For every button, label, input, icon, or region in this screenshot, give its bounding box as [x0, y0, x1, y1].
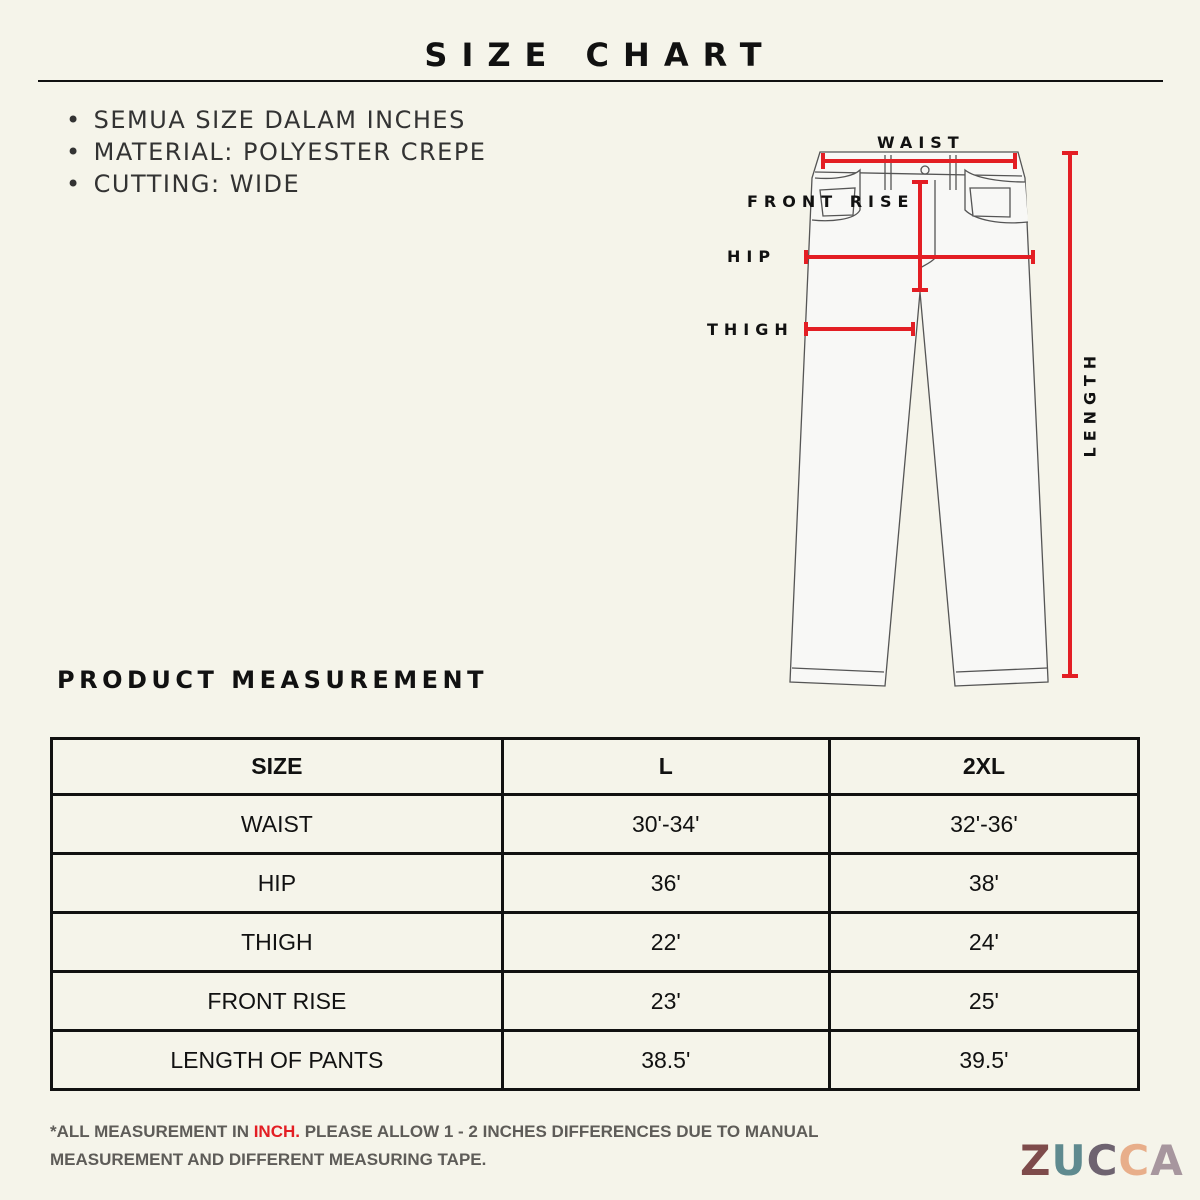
table-row: THIGH 22' 24': [50, 911, 1141, 973]
table-header-row: SIZE L 2XL: [50, 737, 1141, 796]
front-rise-label: FRONT RISE: [747, 192, 915, 211]
table-cell: 38': [827, 852, 1141, 914]
header-cell: SIZE: [50, 737, 504, 796]
page-title: SIZE CHART: [424, 36, 776, 74]
table-row: LENGTH OF PANTS 38.5' 39.5': [50, 1029, 1141, 1091]
table-cell: FRONT RISE: [50, 970, 504, 1032]
table-cell: 24': [827, 911, 1141, 973]
table-cell: 32'-36': [827, 793, 1141, 855]
measure-markers: [804, 151, 1078, 678]
logo-letter: U: [1051, 1136, 1087, 1185]
length-label: LENGTH: [1080, 349, 1100, 458]
table-cell: 25': [827, 970, 1141, 1032]
table-cell: HIP: [50, 852, 504, 914]
table-row: FRONT RISE 23' 25': [50, 970, 1141, 1032]
list-item: CUTTING: WIDE: [66, 168, 486, 200]
list-item: SEMUA SIZE DALAM INCHES: [66, 104, 486, 136]
brand-logo: ZUCCA: [1020, 1136, 1184, 1185]
section-title: PRODUCT MEASUREMENT: [57, 666, 488, 694]
note-text: PLEASE ALLOW 1 - 2 INCHES DIFFERENCES DU…: [50, 1122, 819, 1169]
waist-label: WAIST: [877, 133, 965, 152]
table-cell: 23': [500, 970, 831, 1032]
disclaimer-note: *ALL MEASUREMENT IN INCH. PLEASE ALLOW 1…: [50, 1118, 850, 1174]
logo-letter: C: [1118, 1136, 1151, 1185]
logo-letter: A: [1150, 1136, 1184, 1185]
pants-diagram: [789, 151, 1078, 687]
thigh-label: THIGH: [707, 320, 794, 339]
divider: [38, 80, 1163, 82]
pants-illustration: [789, 151, 1049, 687]
table-cell: LENGTH OF PANTS: [50, 1029, 504, 1091]
list-item: MATERIAL: POLYESTER CREPE: [66, 136, 486, 168]
table-cell: 22': [500, 911, 831, 973]
table-cell: WAIST: [50, 793, 504, 855]
table-cell: 39.5': [827, 1029, 1141, 1091]
table-row: HIP 36' 38': [50, 852, 1141, 914]
note-text: *ALL MEASUREMENT IN: [50, 1122, 254, 1141]
table-row: WAIST 30'-34' 32'-36': [50, 793, 1141, 855]
logo-letter: Z: [1020, 1136, 1052, 1185]
info-list: SEMUA SIZE DALAM INCHES MATERIAL: POLYES…: [66, 104, 486, 200]
header-cell: L: [500, 737, 831, 796]
table-cell: 38.5': [500, 1029, 831, 1091]
hip-label: HIP: [727, 247, 777, 266]
table-cell: 30'-34': [500, 793, 831, 855]
header-cell: 2XL: [827, 737, 1141, 796]
note-highlight: INCH.: [253, 1122, 300, 1141]
table-cell: THIGH: [50, 911, 504, 973]
logo-letter: C: [1086, 1136, 1119, 1185]
size-table: SIZE L 2XL WAIST 30'-34' 32'-36' HIP 36' 38'…: [50, 737, 1141, 1091]
table-cell: 36': [500, 852, 831, 914]
